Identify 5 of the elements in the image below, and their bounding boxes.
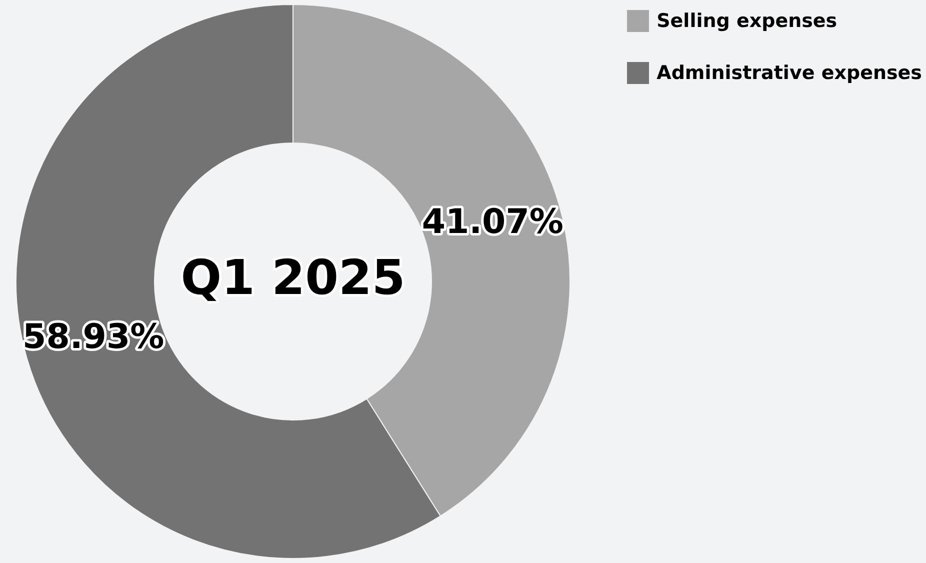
legend-label: Administrative expenses [656, 62, 922, 84]
legend-label: Selling expenses [656, 10, 838, 32]
text: Q1 2025 [180, 250, 406, 306]
data-label: 58.93% [22, 316, 164, 357]
data-label: 41.07% [422, 202, 564, 242]
